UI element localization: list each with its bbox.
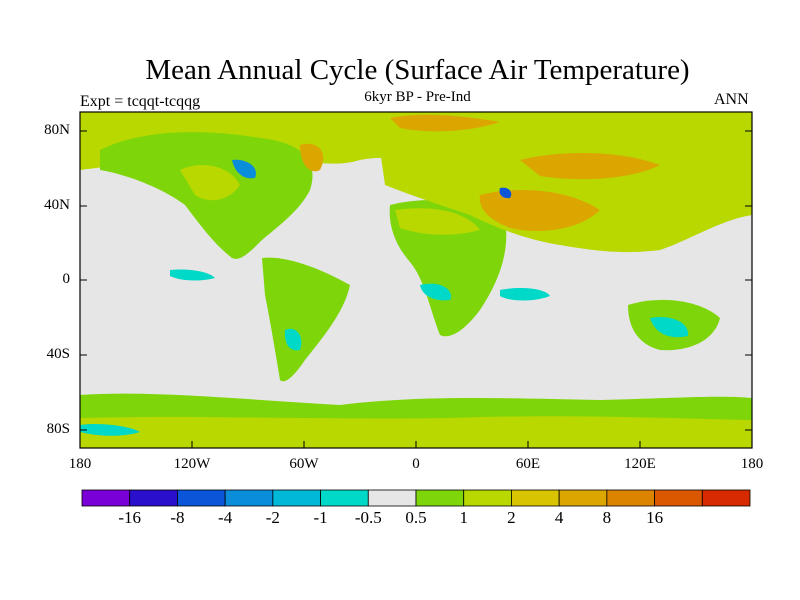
colorbar-swatch bbox=[367, 489, 417, 507]
indian-ocean-cooling bbox=[500, 288, 550, 301]
siberia-warm bbox=[520, 153, 660, 180]
lon-tick-0: 0 bbox=[412, 456, 420, 472]
colorbar-swatch bbox=[272, 489, 321, 507]
colorbar-label: -4 bbox=[218, 508, 233, 527]
lat-tick-0: 0 bbox=[62, 271, 71, 287]
map-subtitle: 6kyr BP - Pre-Ind bbox=[364, 89, 471, 105]
colorbar-swatch bbox=[463, 489, 512, 507]
lon-tick-60e: 60E bbox=[515, 456, 541, 472]
north-america-warm bbox=[180, 165, 240, 201]
sahara-warm bbox=[395, 208, 480, 235]
middle-east-warm bbox=[479, 190, 600, 231]
colorbar-swatch bbox=[654, 489, 703, 507]
colorbar-swatch bbox=[606, 489, 655, 507]
lon-tick-180-east: 180 bbox=[740, 456, 764, 472]
australia-cooling bbox=[650, 316, 689, 338]
lon-tick-120e: 120E bbox=[624, 456, 656, 472]
antarctic-cooling bbox=[80, 423, 140, 436]
colorbar-swatch bbox=[224, 489, 274, 507]
colorbar-label: -0.5 bbox=[354, 508, 382, 527]
colorbar bbox=[81, 489, 751, 507]
south-america-cooling bbox=[284, 328, 302, 351]
lat-tick-80n: 80N bbox=[44, 122, 70, 138]
colorbar-label: -16 bbox=[118, 508, 142, 527]
hudson-cooling bbox=[232, 159, 256, 179]
lat-tick-40n: 40N bbox=[44, 197, 70, 213]
south-america-land bbox=[262, 257, 350, 382]
latitude-tick-marks bbox=[80, 130, 752, 431]
lat-tick-80s: 80S bbox=[46, 421, 70, 437]
colorbar-label: 1 bbox=[459, 508, 468, 527]
colorbar-label: 0.5 bbox=[405, 508, 427, 527]
arctic-warm-patch bbox=[390, 114, 500, 132]
longitude-tick-marks bbox=[79, 441, 753, 448]
map-title: Mean Annual Cycle (Surface Air Temperatu… bbox=[145, 54, 690, 86]
colorbar-label: 2 bbox=[507, 508, 516, 527]
lon-tick-180-west: 180 bbox=[68, 456, 92, 472]
lon-tick-120w: 120W bbox=[173, 456, 211, 472]
colorbar-label: -2 bbox=[265, 508, 280, 527]
colorbar-swatch bbox=[320, 489, 369, 507]
season-label: ANN bbox=[714, 91, 749, 108]
pacific-cooling bbox=[170, 269, 215, 281]
colorbar-label: -8 bbox=[170, 508, 185, 527]
lon-tick-60w: 60W bbox=[289, 456, 319, 472]
eurasia-land bbox=[380, 134, 752, 253]
africa-cooling bbox=[420, 283, 451, 301]
colorbar-swatch bbox=[511, 489, 560, 507]
lat-tick-40s: 40S bbox=[46, 346, 70, 362]
colorbar-label: 8 bbox=[602, 508, 612, 527]
colorbar-swatch bbox=[81, 489, 131, 507]
colorbar-swatch bbox=[129, 489, 178, 507]
greenland-warm bbox=[300, 143, 324, 172]
experiment-label: Expt = tcqqt-tcqqg bbox=[80, 93, 201, 110]
colorbar-swatch bbox=[415, 489, 465, 507]
antarctica-land bbox=[80, 416, 752, 448]
colorbar-label: -1 bbox=[313, 508, 328, 527]
africa-land bbox=[389, 200, 507, 337]
colorbar-label: 16 bbox=[646, 508, 664, 527]
colorbar-label: 4 bbox=[554, 508, 564, 527]
colorbar-swatch bbox=[701, 489, 751, 507]
colorbar-swatch bbox=[558, 489, 608, 507]
caspian-cooling bbox=[499, 187, 512, 199]
colorbar-swatch bbox=[177, 489, 226, 507]
